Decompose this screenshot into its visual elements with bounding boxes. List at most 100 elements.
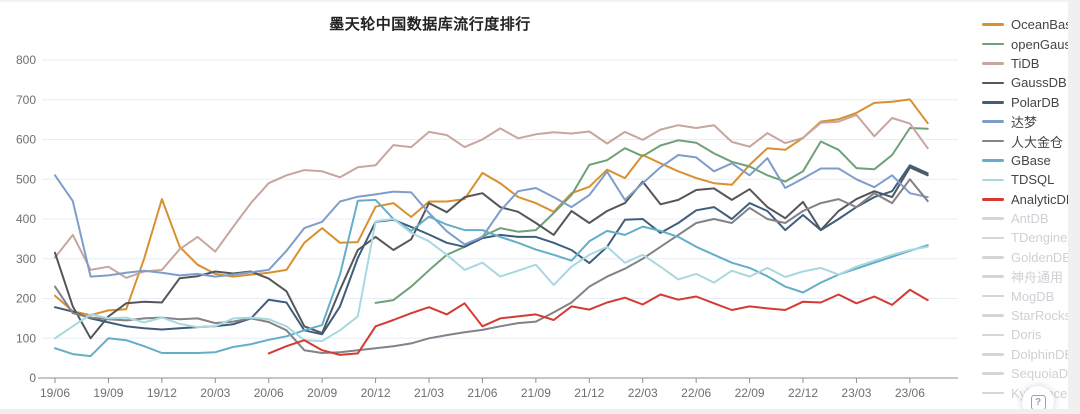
legend-label: DolphinDB [1011, 346, 1074, 362]
legend-label: StarRocks [1011, 308, 1071, 324]
legend-label: MogDB [1011, 288, 1055, 304]
y-axis-label-800: 800 [16, 53, 36, 67]
x-axis-label-21/09: 21/09 [521, 386, 551, 400]
legend-label: openGauss [1011, 36, 1078, 52]
legend-item-SequoiaDB[interactable]: SequoiaDB [982, 364, 1078, 383]
x-axis-label-19/12: 19/12 [147, 386, 177, 400]
legend-label: TDSQL [1011, 172, 1055, 188]
legend-swatch-GBase [982, 159, 1004, 162]
chart-legend: OceanBase openGauss TiDB GaussDB PolarDB 达梦人大… [982, 15, 1079, 403]
legend-swatch-OceanBase [982, 23, 1004, 26]
legend-swatch-TiDB [982, 62, 1004, 65]
chart-title: 墨天轮中国数据库流行度排行 [329, 16, 531, 33]
legend-item-神舟通用[interactable]: 神舟通用 [982, 267, 1078, 286]
y-axis-label-100: 100 [16, 331, 36, 345]
legend-label: Doris [1011, 327, 1042, 343]
x-axis-label-20/12: 20/12 [361, 386, 391, 400]
legend-item-AntDB[interactable]: AntDB [982, 209, 1078, 228]
legend-swatch-人大金仓 [982, 139, 1004, 143]
series-line-PolarDB [54, 164, 929, 336]
x-axis-label-20/03: 20/03 [200, 386, 230, 400]
legend-item-TDSQL[interactable]: TDSQL [982, 170, 1078, 189]
legend-swatch-DolphinDB [982, 353, 1004, 356]
x-axis-label-21/03: 21/03 [414, 386, 444, 400]
legend-item-OceanBase[interactable]: OceanBase [982, 15, 1079, 34]
x-axis-label-20/06: 20/06 [254, 386, 284, 400]
legend-swatch-AnalyticDB [982, 197, 1004, 201]
page-edge-top [0, 0, 1080, 2]
legend-item-DolphinDB[interactable]: DolphinDB [982, 345, 1078, 364]
legend-swatch-达梦 [982, 120, 1004, 123]
y-axis-label-600: 600 [16, 133, 36, 147]
legend-label: 人大金仓 [1011, 134, 1064, 150]
legend-swatch-TDengine [982, 236, 1004, 240]
legend-label: 达梦 [1011, 115, 1038, 131]
legend-label: TDengine [1011, 230, 1068, 246]
x-axis-label-23/06: 23/06 [895, 386, 925, 400]
page-edge-right [1068, 0, 1080, 414]
legend-item-Doris[interactable]: Doris [982, 325, 1078, 344]
legend-swatch-MogDB [982, 294, 1004, 298]
legend-swatch-StarRocks [982, 314, 1004, 317]
legend-swatch-Doris [982, 333, 1004, 337]
x-axis-label-22/03: 22/03 [628, 386, 658, 400]
legend-item-TiDB[interactable]: TiDB [982, 54, 1078, 73]
legend-item-GaussDB[interactable]: GaussDB [982, 73, 1078, 92]
legend-item-TDengine[interactable]: TDengine [982, 228, 1078, 247]
x-axis-label-22/12: 22/12 [788, 386, 818, 400]
legend-swatch-AntDB [982, 217, 1004, 220]
x-axis-label-21/12: 21/12 [574, 386, 604, 400]
x-axis-label-22/06: 22/06 [681, 386, 711, 400]
legend-item-GBase[interactable]: GBase [982, 151, 1078, 170]
series-line-TiDB [54, 113, 929, 279]
legend-label: OceanBase [1011, 17, 1079, 33]
question-mark-icon: ? [1030, 394, 1046, 410]
legend-item-MogDB[interactable]: MogDB [982, 286, 1078, 305]
legend-item-达梦[interactable]: 达梦 [982, 112, 1078, 131]
series-line-GaussDB [54, 166, 929, 340]
y-axis-label-0: 0 [29, 371, 36, 385]
legend-item-PolarDB[interactable]: PolarDB [982, 93, 1078, 112]
legend-item-AnalyticDB[interactable]: AnalyticDB [982, 190, 1078, 209]
legend-label: GBase [1011, 152, 1051, 168]
legend-label: GaussDB [1011, 75, 1067, 91]
legend-label: AnalyticDB [1011, 191, 1075, 207]
legend-item-openGauss[interactable]: openGauss [982, 34, 1078, 53]
legend-item-GoldenDB[interactable]: GoldenDB [982, 248, 1078, 267]
x-axis-label-19/06: 19/06 [40, 386, 70, 400]
legend-label: GoldenDB [1011, 249, 1071, 265]
legend-swatch-GaussDB [982, 81, 1004, 85]
legend-swatch-Kyligence [982, 391, 1004, 395]
legend-label: TiDB [1011, 55, 1040, 71]
legend-label: PolarDB [1011, 94, 1060, 110]
series-line-GBase [54, 198, 929, 358]
y-axis-label-300: 300 [16, 252, 36, 266]
legend-item-人大金仓[interactable]: 人大金仓 [982, 131, 1078, 150]
legend-swatch-SequoiaDB [982, 372, 1004, 376]
legend-label: AntDB [1011, 211, 1049, 227]
series-line-达梦 [54, 154, 929, 278]
legend-swatch-神舟通用 [982, 275, 1004, 279]
series-line-TDSQL [54, 218, 929, 342]
x-axis-label-19/09: 19/09 [93, 386, 123, 400]
x-axis-label-20/09: 20/09 [307, 386, 337, 400]
x-axis-label-22/09: 22/09 [735, 386, 765, 400]
y-axis-label-200: 200 [16, 292, 36, 306]
y-axis-label-500: 500 [16, 172, 36, 186]
y-axis-label-400: 400 [16, 212, 36, 226]
x-axis-label-23/03: 23/03 [841, 386, 871, 400]
legend-swatch-PolarDB [982, 100, 1004, 104]
y-axis-label-700: 700 [16, 93, 36, 107]
x-axis-label-21/06: 21/06 [467, 386, 497, 400]
legend-swatch-TDSQL [982, 178, 1004, 182]
series-line-人大金仓 [54, 178, 929, 354]
legend-swatch-GoldenDB [982, 256, 1004, 259]
legend-item-StarRocks[interactable]: StarRocks [982, 306, 1078, 325]
page-edge-bottom [0, 409, 1080, 414]
series-line-AnalyticDB [267, 288, 929, 356]
legend-swatch-openGauss [982, 42, 1004, 46]
legend-label: SequoiaDB [1011, 366, 1077, 382]
legend-label: 神舟通用 [1011, 270, 1064, 286]
